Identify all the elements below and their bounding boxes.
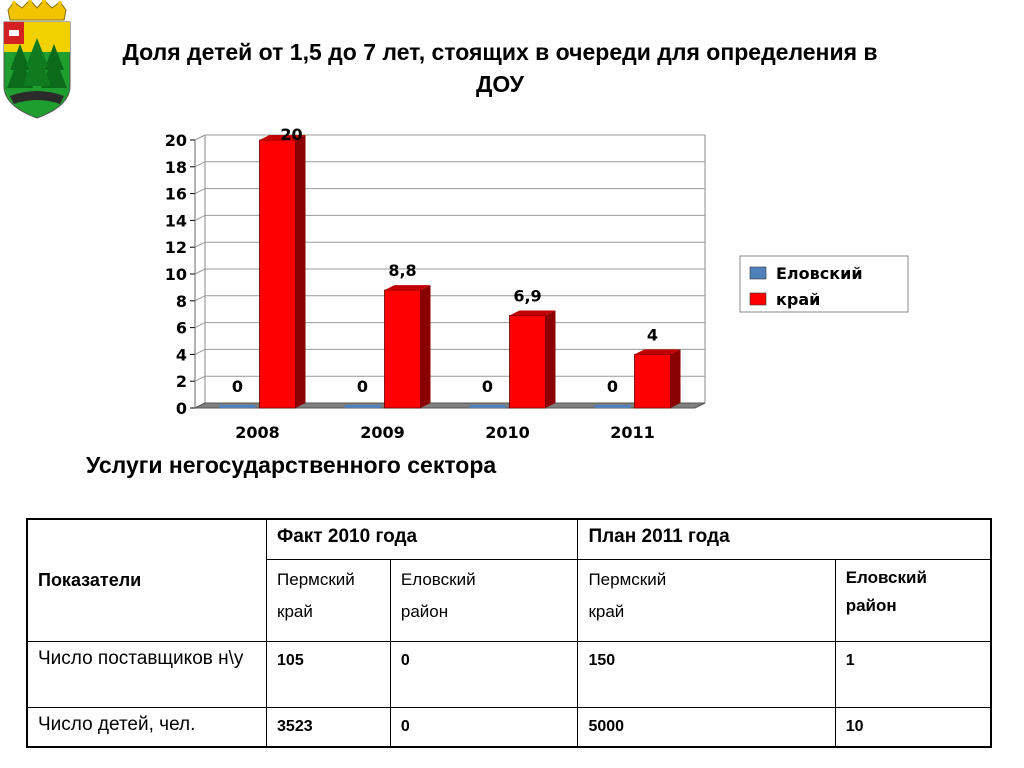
bar (634, 353, 671, 409)
legend (739, 255, 909, 313)
table-cell: 10 (834, 706, 992, 748)
x-tick-label: 2010 (485, 423, 530, 442)
subheader-line: Пермский (588, 569, 667, 589)
table-cell: 150 (577, 640, 836, 708)
table-cell: 0 (389, 640, 579, 708)
legend-swatch (749, 292, 767, 306)
subheader-elovsky-raion: Еловский район (389, 558, 579, 642)
table-cell: 105 (266, 640, 391, 708)
subheader-elovsky-raion: Еловский район (834, 558, 992, 642)
table-cell: 0 (389, 706, 579, 748)
gridline-side (194, 161, 206, 168)
bar (384, 289, 421, 409)
data-label: 20 (280, 125, 302, 144)
data-label: 0 (482, 377, 493, 396)
group-header-fact-2010: Факт 2010 года (266, 518, 579, 560)
y-tick-label: 4 (176, 345, 187, 364)
bar (509, 315, 546, 409)
bar-top (259, 135, 306, 140)
x-tick-label: 2011 (610, 423, 655, 442)
y-tick-label: 8 (176, 292, 187, 311)
table-cell: 5000 (577, 706, 836, 748)
table-row: Число поставщиков н\у 105 0 150 1 (26, 640, 992, 708)
subheader-line: Еловский (400, 569, 476, 589)
gridline-side (194, 268, 206, 275)
bar-side (670, 349, 681, 408)
data-label: 0 (607, 377, 618, 396)
bar (469, 405, 506, 408)
gridline-side (194, 241, 206, 248)
subheader-line: Пермский (277, 569, 355, 589)
bar-top (384, 285, 431, 291)
gridline-side (194, 134, 206, 141)
data-label: 4 (647, 325, 658, 344)
subheader-line: район (400, 601, 449, 621)
coat-of-arms-icon (0, 0, 74, 122)
x-tick-label: 2009 (360, 423, 405, 442)
y-tick-label: 16 (165, 185, 187, 204)
bar-side (295, 135, 306, 408)
section-subtitle: Услуги негосударственного сектора (86, 452, 497, 478)
gridline-side (194, 322, 206, 329)
bar (594, 405, 631, 408)
subheader-line: край (588, 601, 625, 621)
bar (259, 139, 296, 409)
y-tick-label: 20 (165, 131, 187, 150)
gridline-side (194, 214, 206, 221)
legend-label: Еловский (776, 264, 863, 283)
group-header-plan-2011: План 2011 года (577, 518, 992, 560)
gridline-side (194, 188, 206, 195)
table-cell: 3523 (266, 706, 391, 748)
bar-top (634, 349, 681, 355)
bar-side (545, 310, 556, 408)
y-tick-label: 14 (165, 211, 187, 230)
bar (344, 405, 381, 408)
row-label: Число детей, чел. (26, 706, 268, 748)
data-label: 0 (232, 377, 243, 396)
y-tick-label: 0 (176, 399, 187, 418)
gridline-side (194, 348, 206, 355)
subheader-line: Еловский (845, 567, 927, 587)
bar-side (420, 285, 431, 408)
chart-title: Доля детей от 1,5 до 7 лет, стоящих в оч… (122, 39, 878, 97)
y-tick-label: 2 (176, 372, 187, 391)
x-tick-label: 2008 (235, 423, 280, 442)
table-subheader-row: Пермский край Еловский район Пермский край … (27, 558, 992, 642)
subheader-line: край (277, 601, 313, 621)
table-header-row: Показатели Факт 2010 года План 2011 года (26, 518, 992, 642)
legend-swatch (749, 266, 767, 280)
table-cell: 1 (834, 640, 992, 708)
y-tick-label: 10 (165, 265, 187, 284)
row-label: Число поставщиков н\у (26, 640, 268, 708)
subheader-perm-krai: Пермский край (577, 558, 836, 642)
bar-chart: 0 2 4 6 8 10 12 14 16 18 20 2008 0 20 2009 0 8,8 2010 0 6,9… (165, 125, 909, 442)
gridline-side (194, 295, 206, 302)
y-tick-label: 6 (176, 319, 187, 338)
y-tick-label: 18 (165, 158, 187, 177)
subheader-perm-krai: Пермский край (266, 558, 391, 642)
data-label: 6,9 (513, 287, 541, 306)
bar (219, 405, 256, 408)
legend-label: край (776, 290, 820, 309)
data-label: 8,8 (388, 261, 416, 280)
bar-top (509, 310, 556, 316)
gridline-side (194, 375, 206, 382)
data-label: 0 (357, 377, 368, 396)
services-table: Показатели Факт 2010 года План 2011 года… (26, 518, 992, 748)
subheader-line: район (845, 595, 897, 615)
table-corner-header: Показатели (26, 518, 268, 642)
y-tick-label: 12 (165, 238, 187, 257)
table-row: Число детей, чел. 3523 0 5000 10 (26, 706, 992, 748)
